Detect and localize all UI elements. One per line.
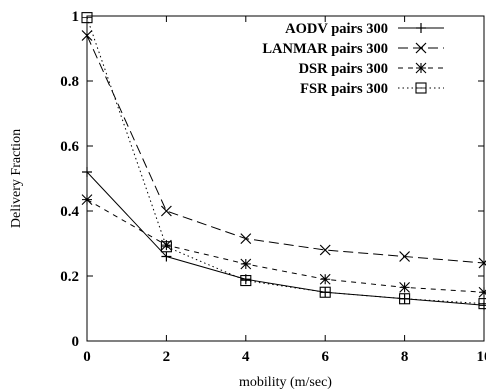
data-point bbox=[478, 286, 486, 298]
series-line bbox=[86, 17, 485, 305]
x-axis-label: mobility (m/sec) bbox=[239, 375, 332, 390]
data-point bbox=[81, 194, 93, 206]
series-dsr bbox=[81, 194, 486, 298]
y-tick-label: 0.2 bbox=[60, 269, 79, 285]
x-tick-label: 2 bbox=[163, 349, 171, 365]
data-point bbox=[160, 205, 172, 217]
series-fsr bbox=[81, 12, 486, 310]
series-line bbox=[86, 35, 485, 264]
x-tick-label: 8 bbox=[401, 349, 409, 365]
data-point bbox=[319, 244, 331, 256]
data-point bbox=[399, 281, 410, 293]
legend-label: LANMAR pairs 300 bbox=[262, 41, 388, 57]
data-point bbox=[399, 251, 411, 262]
data-point bbox=[82, 167, 92, 177]
data-point bbox=[161, 239, 172, 251]
data-point bbox=[240, 258, 252, 270]
data-point bbox=[319, 273, 331, 285]
y-axis-label: Delivery Fraction bbox=[9, 129, 24, 228]
x-tick-label: 4 bbox=[242, 349, 250, 365]
y-tick-label: 0.4 bbox=[60, 204, 79, 220]
legend-swatch-marker bbox=[415, 62, 427, 74]
y-tick-label: 0.8 bbox=[60, 74, 79, 90]
legend-label: FSR pairs 300 bbox=[300, 81, 388, 97]
axes-labels: mobility (m/sec) Delivery Fraction bbox=[9, 129, 332, 390]
plot-frame bbox=[86, 15, 485, 342]
y-tick-label: 0 bbox=[72, 334, 80, 350]
x-tick-label: 0 bbox=[83, 349, 91, 365]
y-tick-label: 1 bbox=[72, 9, 80, 25]
legend: AODV pairs 300 LANMAR pairs 300 DSR pairs … bbox=[262, 21, 444, 97]
legend-swatch-marker bbox=[415, 42, 427, 54]
data-point bbox=[478, 257, 486, 269]
legend-label: AODV pairs 300 bbox=[285, 21, 388, 37]
plot-area: 0 2 4 6 8 10 0 0.2 0.4 0.6 0.8 1 bbox=[60, 9, 486, 365]
data-point bbox=[161, 251, 172, 262]
series-layer bbox=[81, 12, 486, 311]
x-tick-label: 6 bbox=[321, 349, 329, 365]
series-line bbox=[86, 199, 485, 293]
legend-swatch-marker bbox=[416, 23, 426, 33]
series-line bbox=[86, 171, 485, 306]
data-point bbox=[81, 30, 93, 41]
x-tick-label: 10 bbox=[477, 349, 486, 365]
data-point bbox=[240, 233, 252, 245]
series-lanmar bbox=[81, 30, 486, 269]
legend-label: DSR pairs 300 bbox=[299, 61, 388, 77]
y-tick-label: 0.6 bbox=[60, 139, 79, 155]
